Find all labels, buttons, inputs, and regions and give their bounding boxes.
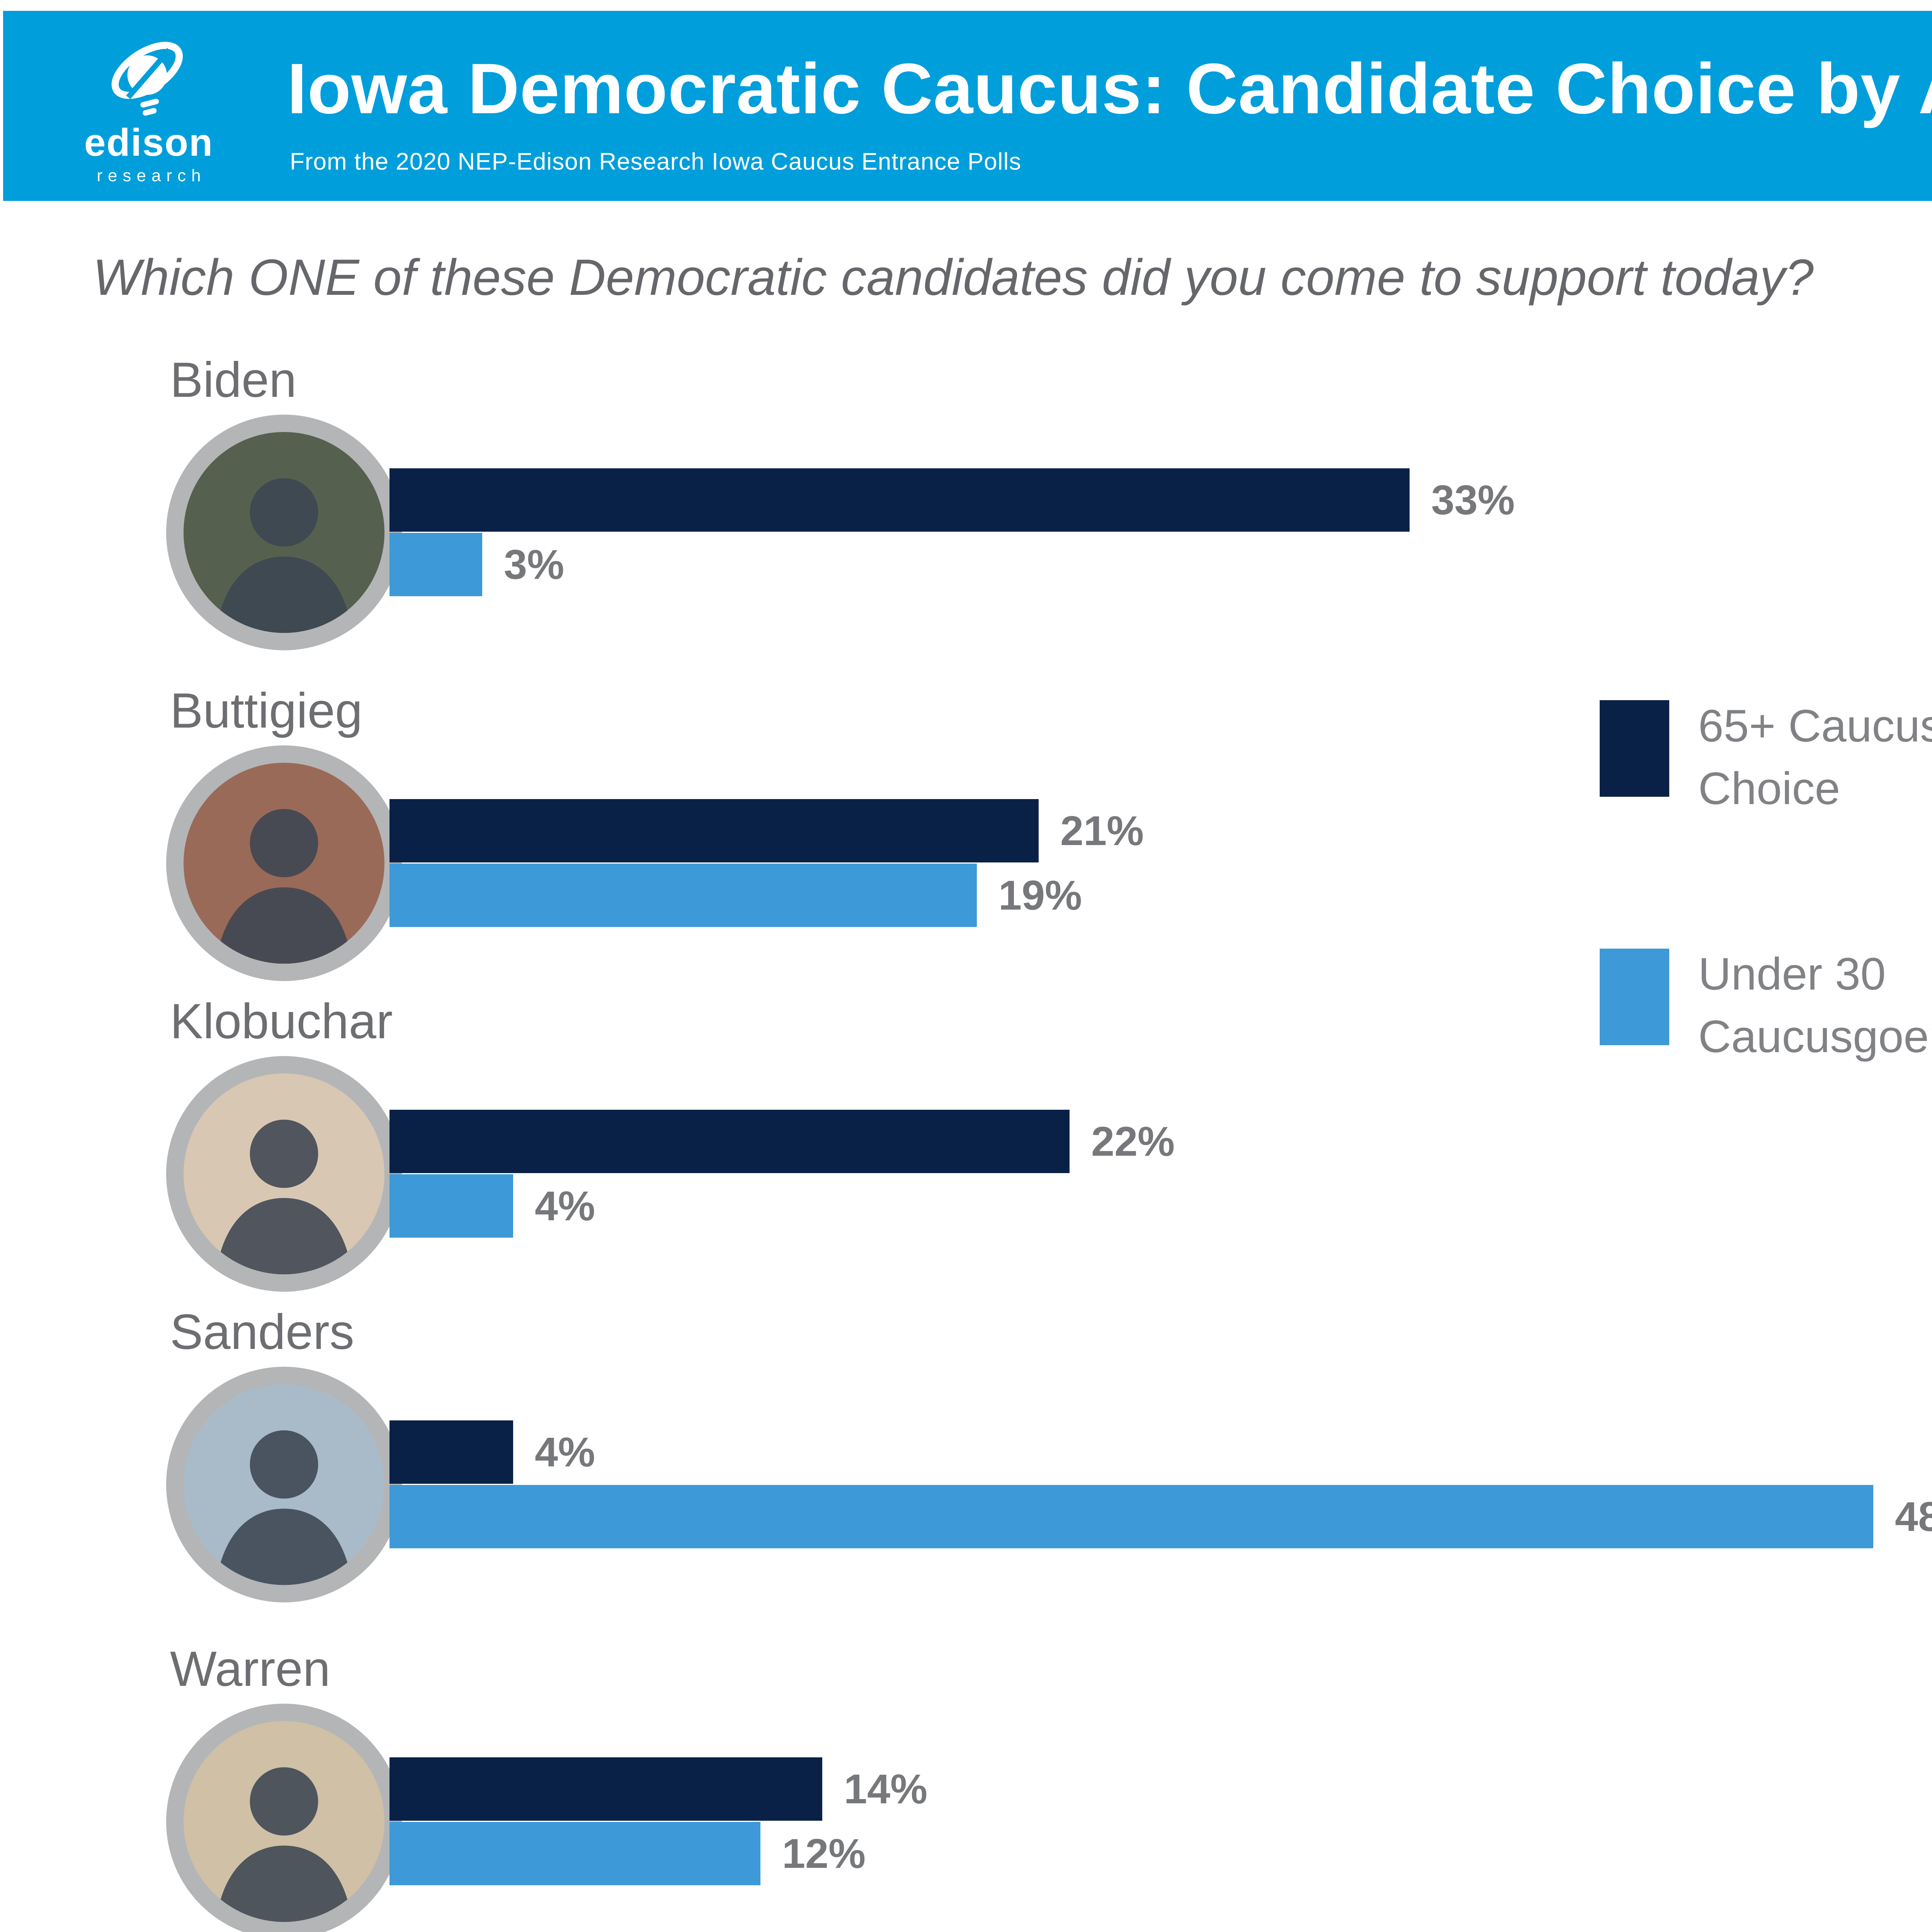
value-label-65plus-biden: 33%	[1431, 476, 1515, 523]
value-label-65plus-buttigieg: 21%	[1060, 807, 1144, 854]
value-label-under30-sanders: 48%	[1895, 1493, 1932, 1540]
klobuchar-portrait-photo	[184, 1073, 384, 1274]
legend-swatch-under30	[1600, 949, 1669, 1045]
bar-65plus-biden	[389, 468, 1410, 532]
bar-under30-sanders	[389, 1485, 1873, 1548]
logo-wordmark: edison	[84, 121, 214, 164]
candidate-name-buttigieg: Buttigieg	[170, 683, 363, 738]
person-silhouette-icon	[216, 1430, 352, 1585]
candidate-name-sanders: Sanders	[170, 1304, 354, 1360]
bar-under30-warren	[389, 1822, 760, 1885]
bar-65plus-klobuchar	[389, 1110, 1070, 1173]
value-label-65plus-warren: 14%	[844, 1765, 928, 1812]
edison-lightbulb-orbit-icon	[111, 42, 183, 116]
logo-tagline: research	[97, 166, 206, 185]
value-label-under30-biden: 3%	[504, 541, 565, 588]
legend-swatch-65plus	[1600, 700, 1669, 797]
edison-research-logo: edison research	[68, 34, 230, 184]
bar-under30-buttigieg	[389, 864, 977, 927]
person-silhouette-icon	[216, 1119, 352, 1274]
value-label-under30-warren: 12%	[782, 1830, 866, 1877]
warren-portrait-photo	[184, 1721, 384, 1922]
header-band: edison research Iowa Democratic Caucus: …	[3, 11, 1932, 201]
bar-65plus-buttigieg	[389, 799, 1039, 862]
candidate-name-biden: Biden	[170, 352, 297, 408]
bar-65plus-warren	[389, 1757, 822, 1821]
legend-label-65plus: 65+ Caucusgoer Choice	[1698, 701, 1932, 814]
buttigieg-portrait-photo	[184, 763, 384, 964]
candidate-name-warren: Warren	[170, 1641, 330, 1697]
biden-portrait-photo	[184, 432, 384, 633]
survey-question: Which ONE of these Democratic candidates…	[93, 249, 1814, 306]
person-silhouette-icon	[216, 1767, 352, 1922]
bar-under30-klobuchar	[389, 1174, 513, 1238]
person-silhouette-icon	[216, 478, 352, 633]
bar-under30-biden	[389, 533, 482, 596]
person-silhouette-icon	[216, 809, 352, 964]
sanders-portrait-photo	[184, 1384, 384, 1585]
value-label-under30-klobuchar: 4%	[535, 1182, 595, 1229]
page-title: Iowa Democratic Caucus: Candidate Choice…	[287, 49, 1932, 129]
legend-label-under30: Under 30 Caucusgoer Choice	[1698, 949, 1932, 1062]
candidate-name-klobuchar: Klobuchar	[170, 994, 393, 1049]
value-label-under30-buttigieg: 19%	[998, 872, 1082, 918]
page-subtitle: From the 2020 NEP-Edison Research Iowa C…	[290, 148, 1022, 175]
value-label-65plus-klobuchar: 22%	[1091, 1118, 1175, 1165]
bar-65plus-sanders	[389, 1420, 513, 1484]
value-label-65plus-sanders: 4%	[535, 1429, 595, 1475]
